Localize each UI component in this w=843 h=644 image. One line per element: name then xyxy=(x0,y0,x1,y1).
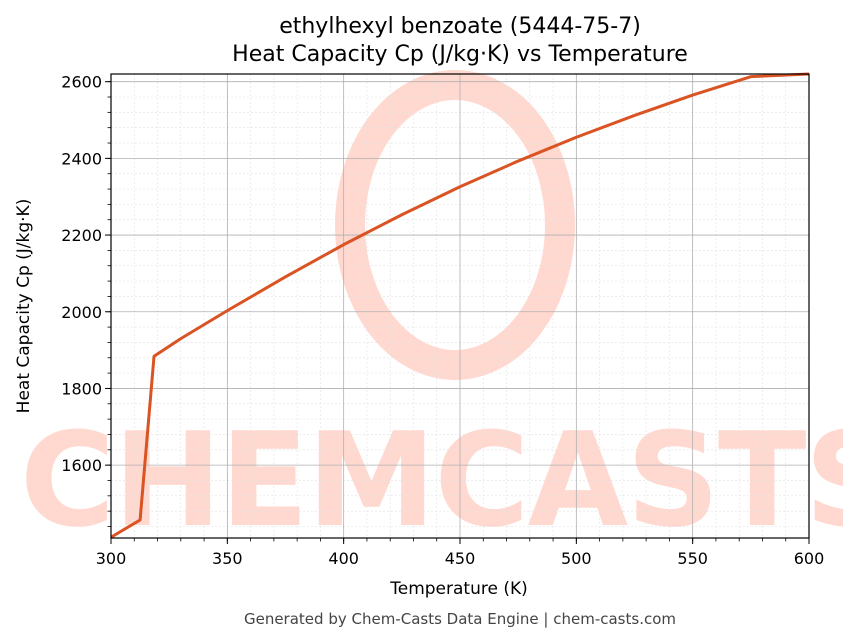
x-tick-label: 550 xyxy=(677,549,708,568)
y-tick-label: 2600 xyxy=(61,73,102,92)
footer-credit: Generated by Chem-Casts Data Engine | ch… xyxy=(244,610,676,628)
x-tick-label: 450 xyxy=(445,549,476,568)
x-tick-label: 350 xyxy=(212,549,243,568)
watermark-logo: CHEMCASTS xyxy=(20,70,843,556)
cp-series-line xyxy=(110,72,810,539)
y-axis-ticks: 1600 1800 2000 2200 2400 2600 xyxy=(61,73,111,527)
x-tick-label: 600 xyxy=(794,549,825,568)
watermark-text: CHEMCASTS xyxy=(20,404,843,556)
chart-title-line2: Heat Capacity Cp (J/kg·K) vs Temperature xyxy=(232,42,688,67)
x-tick-label: 400 xyxy=(328,549,359,568)
watermark-swirl xyxy=(335,70,575,380)
y-tick-label: 2200 xyxy=(61,226,102,245)
chart-title-line1: ethylhexyl benzoate (5444-75-7) xyxy=(279,14,641,39)
x-axis-label: Temperature (K) xyxy=(389,579,528,599)
y-tick-label: 1600 xyxy=(61,456,102,475)
y-tick-label: 2000 xyxy=(61,303,102,322)
y-axis-label: Heat Capacity Cp (J/kg·K) xyxy=(14,199,34,414)
x-tick-label: 300 xyxy=(96,549,127,568)
x-tick-label: 500 xyxy=(561,549,592,568)
x-axis-ticks: 300 350 400 450 500 550 600 xyxy=(96,538,825,568)
y-tick-label: 1800 xyxy=(61,379,102,398)
y-tick-label: 2400 xyxy=(61,149,102,168)
